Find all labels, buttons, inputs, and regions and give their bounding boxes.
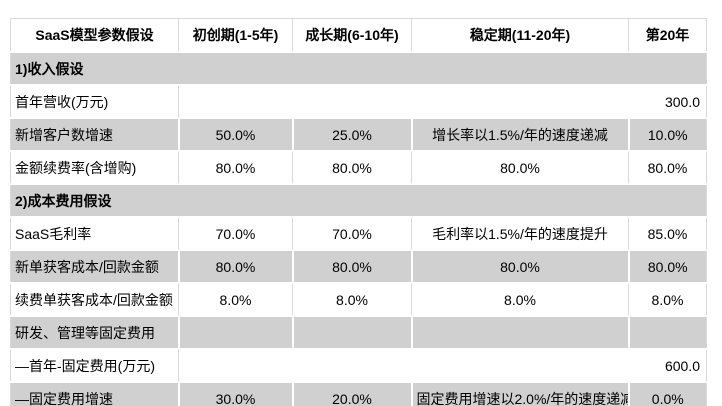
row-fixed-cost-group: 研发、管理等固定费用 — [10, 315, 707, 350]
value-cell — [627, 315, 707, 350]
row-label: 研发、管理等固定费用 — [10, 315, 180, 350]
value-cell: 85.0% — [628, 216, 707, 251]
section-label: 2)成本费用假设 — [10, 183, 707, 218]
row-renewal-rate: 金额续费率(含增购) 80.0% 80.0% 80.0% 80.0% — [10, 150, 707, 185]
row-first-year-fixed-cost: —首年-固定费用(万元) 600.0 — [10, 348, 707, 383]
row-renewal-cac-ratio: 续费单获客成本/回款金额 8.0% 8.0% 8.0% 8.0% — [10, 282, 707, 317]
row-label: 首年营收(万元) — [10, 84, 179, 119]
value-cell: 70.0% — [178, 216, 293, 251]
value-cell: 8.0% — [292, 282, 412, 317]
value-cell: 8.0% — [628, 282, 707, 317]
value-cell: 80.0% — [292, 150, 412, 185]
col-header-startup-period: 初创期(1-5年) — [178, 18, 293, 53]
row-saas-gross-margin: SaaS毛利率 70.0% 70.0% 毛利率以1.5%/年的速度提升 85.0… — [10, 216, 707, 251]
value-cell: 25.0% — [291, 117, 413, 152]
section-row-revenue-assumptions: 1)收入假设 — [10, 51, 707, 86]
col-header-year-20: 第20年 — [628, 18, 707, 53]
section-row-cost-assumptions: 2)成本费用假设 — [10, 183, 707, 218]
row-label: —首年-固定费用(万元) — [10, 348, 179, 383]
row-new-customer-growth: 新增客户数增速 50.0% 25.0% 增长率以1.5%/年的速度递减 10.0… — [10, 117, 707, 152]
value-cell: 50.0% — [177, 117, 294, 152]
value-cell: 增长率以1.5%/年的速度递减 — [410, 117, 630, 152]
value-cell: 30.0% — [177, 381, 294, 406]
value-cell: 80.0% — [411, 150, 629, 185]
saas-model-assumptions-table: SaaS模型参数假设 初创期(1-5年) 成长期(6-10年) 稳定期(11-2… — [10, 18, 707, 406]
header-row: SaaS模型参数假设 初创期(1-5年) 成长期(6-10年) 稳定期(11-2… — [10, 18, 707, 53]
row-first-year-revenue: 首年营收(万元) 300.0 — [10, 84, 707, 119]
value-cell: 0.0% — [627, 381, 707, 406]
value-cell: 80.0% — [291, 249, 413, 284]
row-label: 新增客户数增速 — [10, 117, 180, 152]
value-cell: 70.0% — [292, 216, 412, 251]
row-label: —固定费用增速 — [10, 381, 180, 406]
value-cell: 8.0% — [178, 282, 293, 317]
row-label: 金额续费率(含增购) — [10, 150, 179, 185]
value-cell: 80.0% — [177, 249, 294, 284]
value-cell — [410, 315, 630, 350]
row-new-order-cac-ratio: 新单获客成本/回款金额 80.0% 80.0% 80.0% 80.0% — [10, 249, 707, 284]
merged-value-cell: 600.0 — [178, 348, 707, 383]
value-cell: 固定费用增速以2.0%/年的速度递减 — [410, 381, 630, 406]
value-cell — [177, 315, 294, 350]
row-label: 新单获客成本/回款金额 — [10, 249, 180, 284]
value-cell: 80.0% — [178, 150, 293, 185]
value-cell — [291, 315, 413, 350]
col-header-growth-period: 成长期(6-10年) — [292, 18, 412, 53]
value-cell: 8.0% — [411, 282, 629, 317]
value-cell: 80.0% — [410, 249, 630, 284]
value-cell: 毛利率以1.5%/年的速度提升 — [411, 216, 629, 251]
section-label: 1)收入假设 — [10, 51, 707, 86]
col-header-stable-period: 稳定期(11-20年) — [411, 18, 629, 53]
row-fixed-cost-growth: —固定费用增速 30.0% 20.0% 固定费用增速以2.0%/年的速度递减 0… — [10, 381, 707, 406]
row-label: SaaS毛利率 — [10, 216, 179, 251]
col-header-parameter: SaaS模型参数假设 — [10, 18, 179, 53]
merged-value-cell: 300.0 — [178, 84, 707, 119]
value-cell: 20.0% — [291, 381, 413, 406]
value-cell: 80.0% — [628, 150, 707, 185]
row-label: 续费单获客成本/回款金额 — [10, 282, 179, 317]
value-cell: 80.0% — [627, 249, 707, 284]
value-cell: 10.0% — [627, 117, 707, 152]
